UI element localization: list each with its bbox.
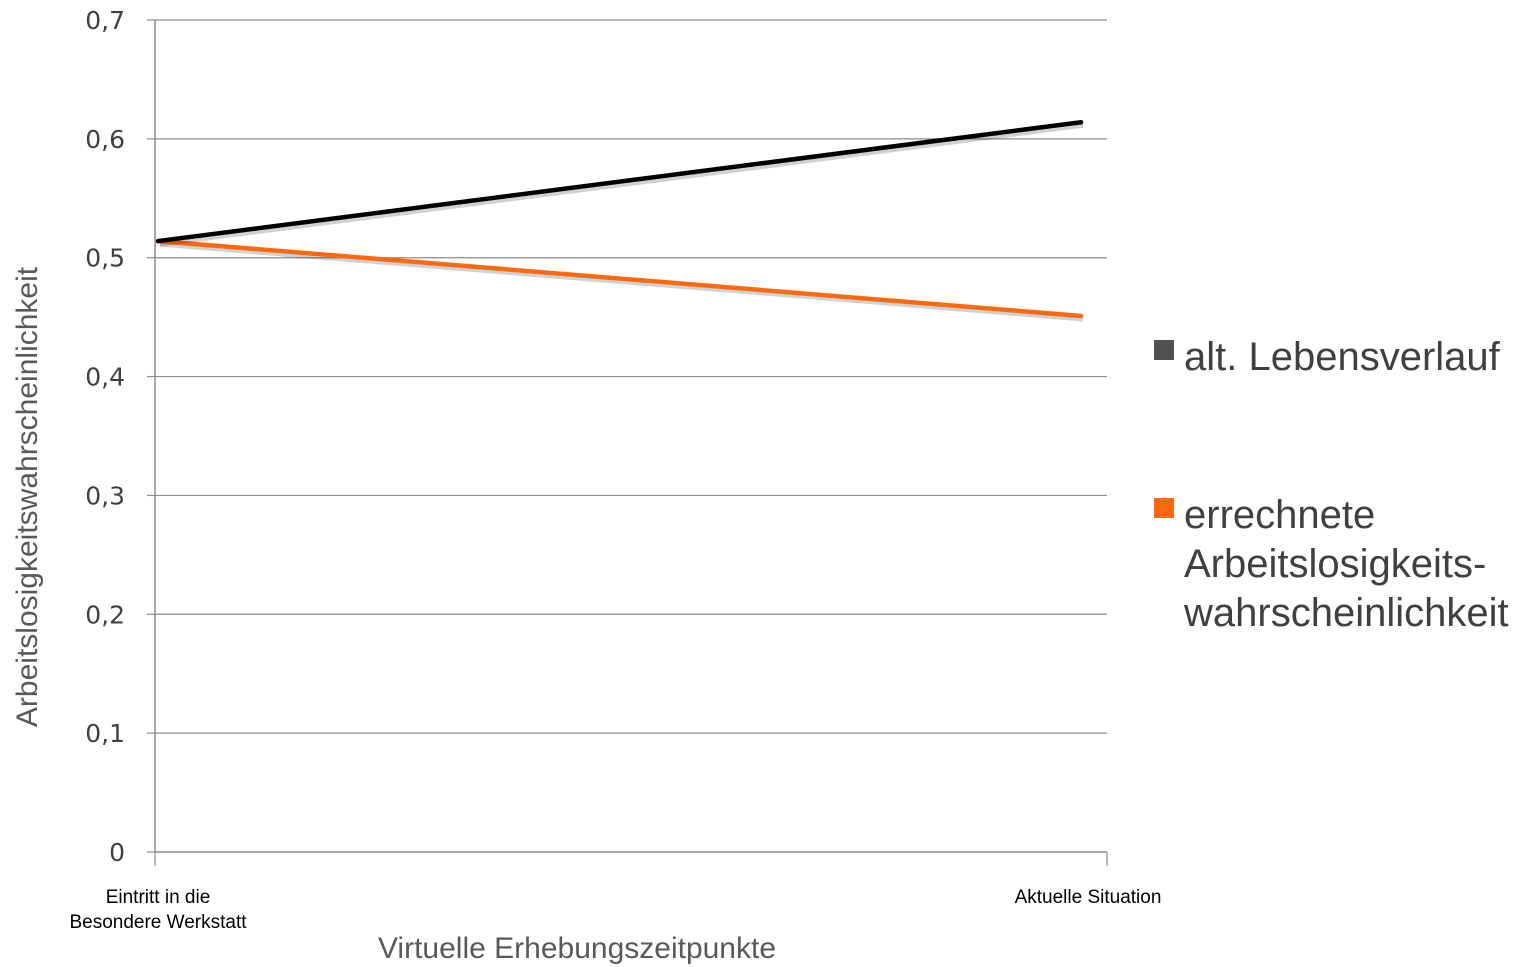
x-tick-labels: Eintritt in die Besondere Werkstatt Aktuel… — [69, 887, 1161, 933]
y-tick-label: 0,7 — [85, 6, 125, 35]
series-line — [155, 238, 1084, 319]
series-lines — [155, 119, 1084, 322]
y-tick-label: 0 — [109, 838, 125, 867]
y-tick-label: 0,5 — [85, 244, 125, 273]
y-tick-label: 0,3 — [85, 481, 125, 510]
legend-swatch — [1154, 340, 1174, 360]
x-axis-title: Virtuelle Erhebungszeitpunkte — [378, 932, 776, 965]
y-tick-label: 0,1 — [85, 719, 125, 748]
y-axis-title: Arbeitslosigkeitswahrscheinlichkeit — [11, 266, 44, 727]
series-line — [155, 119, 1084, 244]
y-tick-label: 0,2 — [85, 600, 125, 629]
y-tick-labels: 0 0,1 0,2 0,3 0,4 0,5 0,6 0,7 — [85, 6, 125, 867]
axes — [147, 19, 1108, 866]
series-line-shadow — [159, 241, 1084, 322]
gridlines — [155, 19, 1107, 734]
x-tick-label: Aktuelle Situation — [1015, 887, 1162, 908]
legend-label: errechnete Arbeitslosigkeits-wahrscheinli… — [1183, 493, 1509, 635]
legend-swatch — [1154, 498, 1174, 518]
legend: alt. Lebensverlauf errechnete Arbeitslosig… — [1154, 335, 1509, 635]
x-tick-label: Eintritt in die Besondere Werkstatt — [69, 887, 247, 933]
y-tick-label: 0,6 — [85, 125, 125, 154]
y-tick-label: 0,4 — [85, 363, 125, 392]
series-line-shadow — [159, 122, 1084, 247]
legend-label: alt. Lebensverlauf — [1184, 335, 1501, 379]
